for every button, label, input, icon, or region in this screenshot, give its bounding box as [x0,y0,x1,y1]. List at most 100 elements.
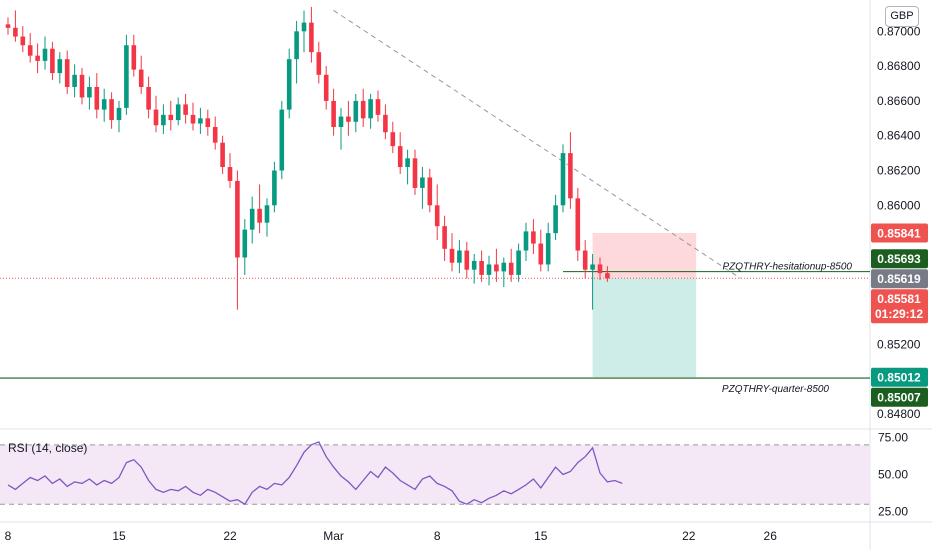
price-tag-countdown: 01:29:12 [875,307,923,321]
candle [257,208,262,223]
price-tag-value: 0.85007 [877,391,921,405]
candle [553,205,558,234]
rsi-title: RSI (14, close) [8,441,87,455]
candle [227,167,233,181]
candle [153,109,159,126]
price-tick-label: 0.86800 [877,59,921,73]
price-tag [871,289,928,324]
candle [560,153,566,206]
candle [568,153,573,199]
candle [597,264,603,274]
candle [190,114,196,124]
candle [412,158,418,188]
time-tick-label: 8 [434,529,441,543]
currency-button[interactable]: GBP [885,6,919,27]
candle [124,45,129,108]
candle [516,250,521,275]
time-tick-label: 26 [764,529,778,543]
price-tick-label: 0.86200 [877,164,921,178]
candle [64,59,70,87]
price-tag [871,269,928,289]
candle [605,273,610,279]
candle [590,264,595,270]
price-tick-label: 0.84800 [877,407,921,421]
candle [353,100,359,122]
rsi-line [7,441,623,506]
price-tag-value: 0.85619 [877,272,921,286]
time-tick-label: 22 [682,529,696,543]
candle [301,22,307,32]
candle [279,109,285,171]
candle [582,250,588,270]
candle [457,250,462,263]
rsi-tick-label: 50.00 [878,468,908,482]
position-target-zone[interactable] [592,278,697,378]
candle [27,45,33,56]
candle [131,45,137,70]
candle [405,158,410,168]
candle [360,100,366,119]
price-tag-value: 0.85841 [877,226,921,240]
rsi-tick-label: 25.00 [878,505,908,519]
candle [168,114,174,121]
candle [331,100,336,128]
candle [427,177,433,206]
position-stop-zone[interactable] [592,232,697,279]
candle [397,146,403,168]
time-tick-label: 15 [534,529,548,543]
time-tick-label: Mar [323,529,344,543]
candle [338,116,344,128]
candle [183,104,188,115]
trendline[interactable] [333,10,741,279]
candle [449,248,455,263]
candle [72,74,77,87]
candles [5,6,610,310]
price-tag-value: 0.85012 [877,371,921,385]
quarter-line-label: PZQTHRY-quarter-8500 [722,384,830,395]
candle [501,262,507,272]
time-tick-label: 15 [112,529,126,543]
candle [205,118,211,128]
candle [471,260,477,270]
candle [87,86,92,98]
candle [42,48,48,61]
rsi-band [0,444,870,505]
candle [116,107,122,121]
candle [464,250,470,270]
candle [57,59,63,74]
time-tick-label: 22 [223,529,237,543]
candle [442,226,447,249]
candle [249,208,255,230]
candle [20,36,26,46]
candle [494,264,499,272]
price-tag [871,387,928,407]
candle [323,74,329,101]
candle [79,74,85,98]
candle [286,59,292,110]
price-tag-value: 0.85693 [877,252,921,266]
rsi-tick-label: 75.00 [878,430,908,444]
price-tag [871,367,928,387]
price-tag-value: 0.85581 [877,292,921,306]
candle [486,264,492,275]
candle [479,260,484,275]
candle [264,205,270,223]
candle [5,24,11,28]
price-tick-label: 0.87000 [877,24,921,38]
candle [146,86,151,110]
candle [309,22,314,53]
candle [346,116,351,122]
price-tick-label: 0.85200 [877,337,921,351]
candle [523,231,529,251]
candle [390,132,396,147]
candle [212,127,218,143]
hesitation-line-label: PZQTHRY-hesitationup-8500 [722,262,852,273]
candle [375,99,381,115]
price-tick-label: 0.86000 [877,198,921,212]
price-tick-label: 0.86600 [877,94,921,108]
candle [545,233,551,265]
candle [383,114,388,133]
candle [94,86,100,110]
candle [538,243,544,265]
